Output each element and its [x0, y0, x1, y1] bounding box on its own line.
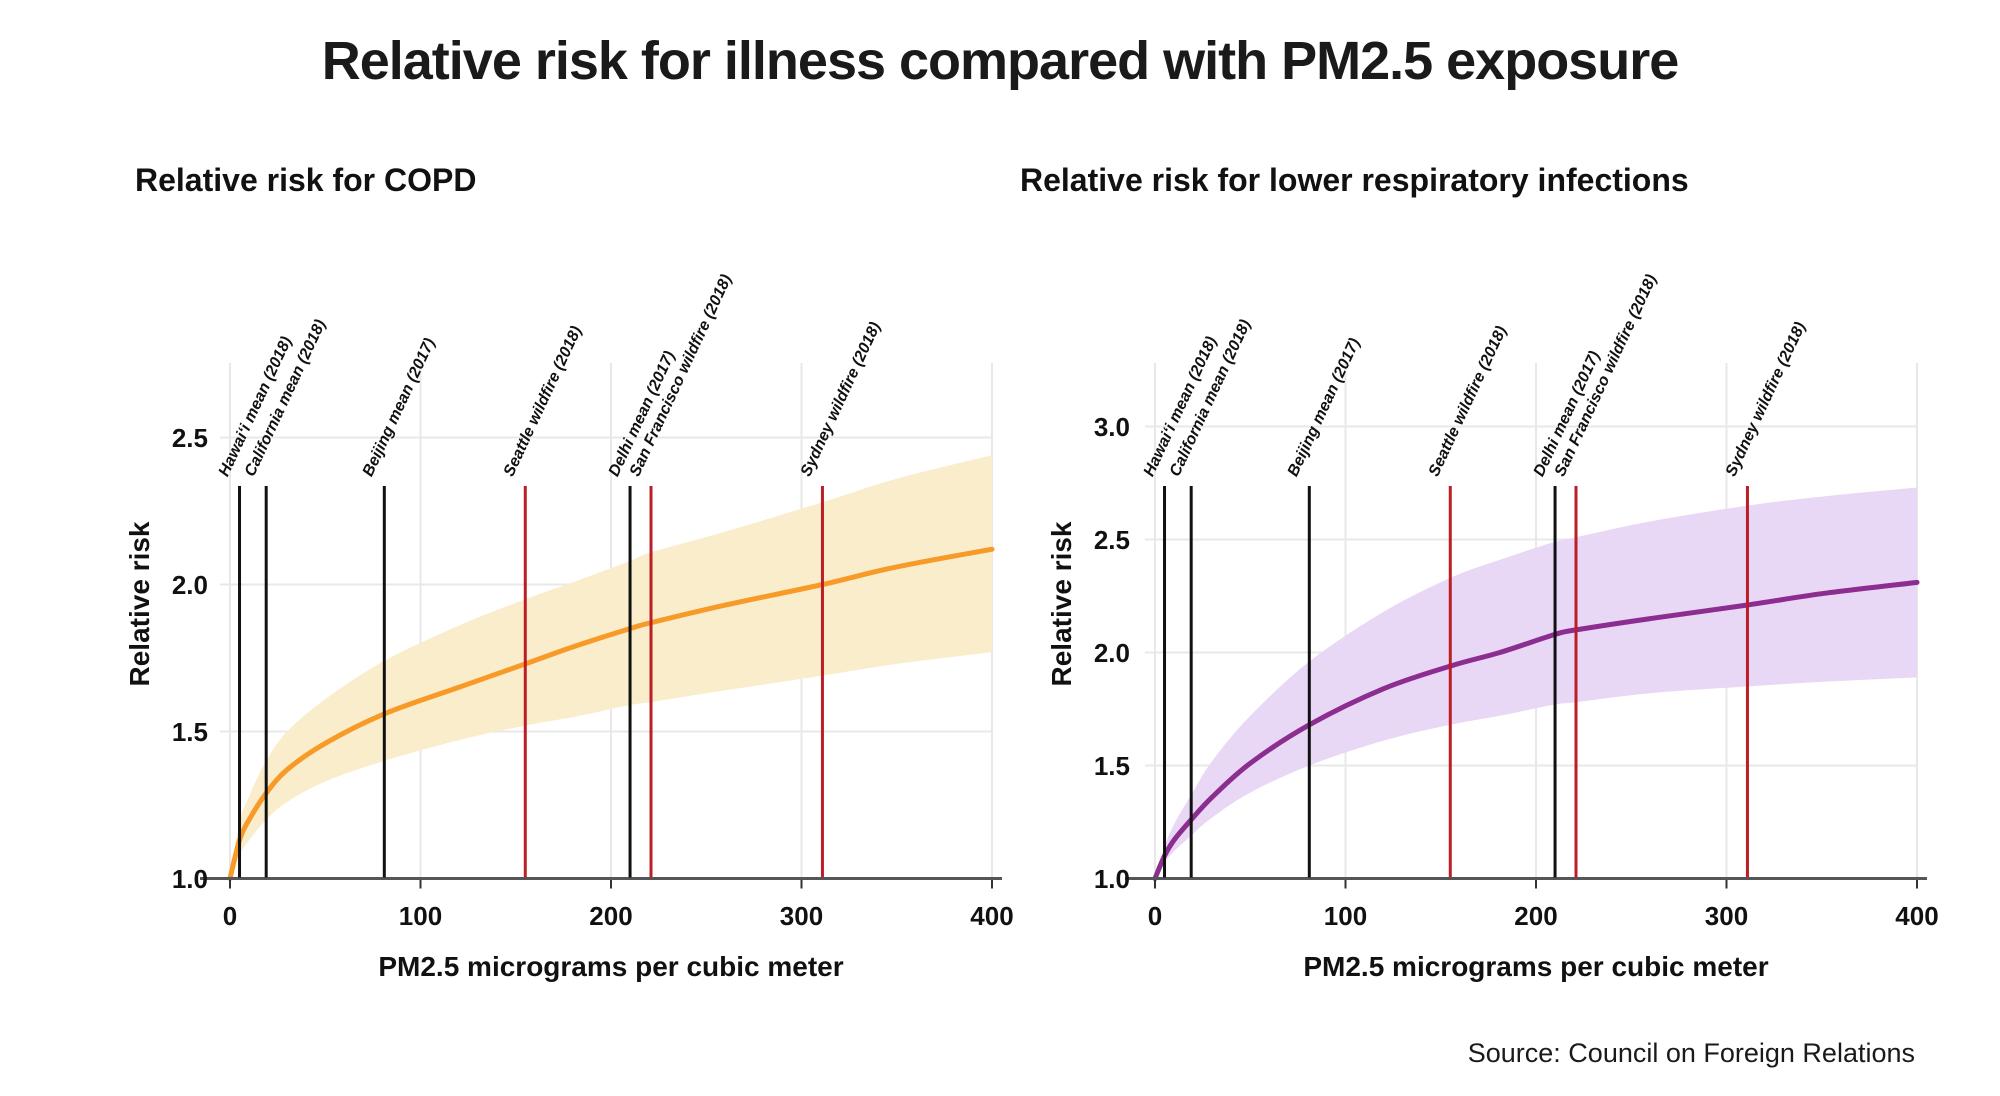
- y-tick-label: 3.0: [1093, 411, 1130, 442]
- x-tick-label: 100: [398, 901, 443, 931]
- y-tick-label: 1.5: [1093, 750, 1130, 781]
- lri-confidence-band: [1155, 487, 1917, 879]
- x-tick-label: 400: [970, 901, 1014, 931]
- copd-y-axis-title: Relative risk: [124, 521, 155, 687]
- x-tick-label: 300: [1704, 901, 1749, 931]
- y-tick-label: 2.5: [1093, 524, 1130, 555]
- x-tick-label: 300: [779, 901, 824, 931]
- copd-chart-title: Relative risk for COPD: [135, 162, 477, 198]
- source-note: Source: Council on Foreign Relations: [1467, 1038, 1915, 1068]
- x-tick-label: 0: [1147, 901, 1163, 931]
- x-tick-label: 0: [222, 901, 238, 931]
- x-tick-label: 200: [1514, 901, 1558, 931]
- y-tick-label: 1.0: [1093, 863, 1130, 894]
- lri-chart: [1125, 363, 1927, 889]
- y-tick-label: 2.0: [171, 569, 208, 600]
- lri-x-axis-title: PM2.5 micrograms per cubic meter: [1303, 951, 1769, 982]
- copd-risk-curve: [227, 546, 995, 881]
- y-tick-label: 2.5: [171, 422, 208, 453]
- x-tick-label: 400: [1895, 901, 1939, 931]
- lri-chart-title: Relative risk for lower respiratory infe…: [1020, 162, 1689, 198]
- y-tick-label: 1.5: [171, 716, 208, 747]
- x-tick-label: 100: [1323, 901, 1368, 931]
- y-tick-label: 2.0: [1093, 637, 1130, 668]
- copd-chart: [200, 363, 1002, 889]
- copd-confidence-band: [230, 455, 992, 879]
- lri-risk-curve: [1152, 579, 1920, 881]
- x-tick-label: 200: [589, 901, 633, 931]
- copd-x-axis-title: PM2.5 micrograms per cubic meter: [378, 951, 844, 982]
- figure-title: Relative risk for illness compared with …: [321, 31, 1680, 91]
- y-tick-label: 1.0: [171, 863, 208, 894]
- lri-y-axis-title: Relative risk: [1046, 521, 1077, 687]
